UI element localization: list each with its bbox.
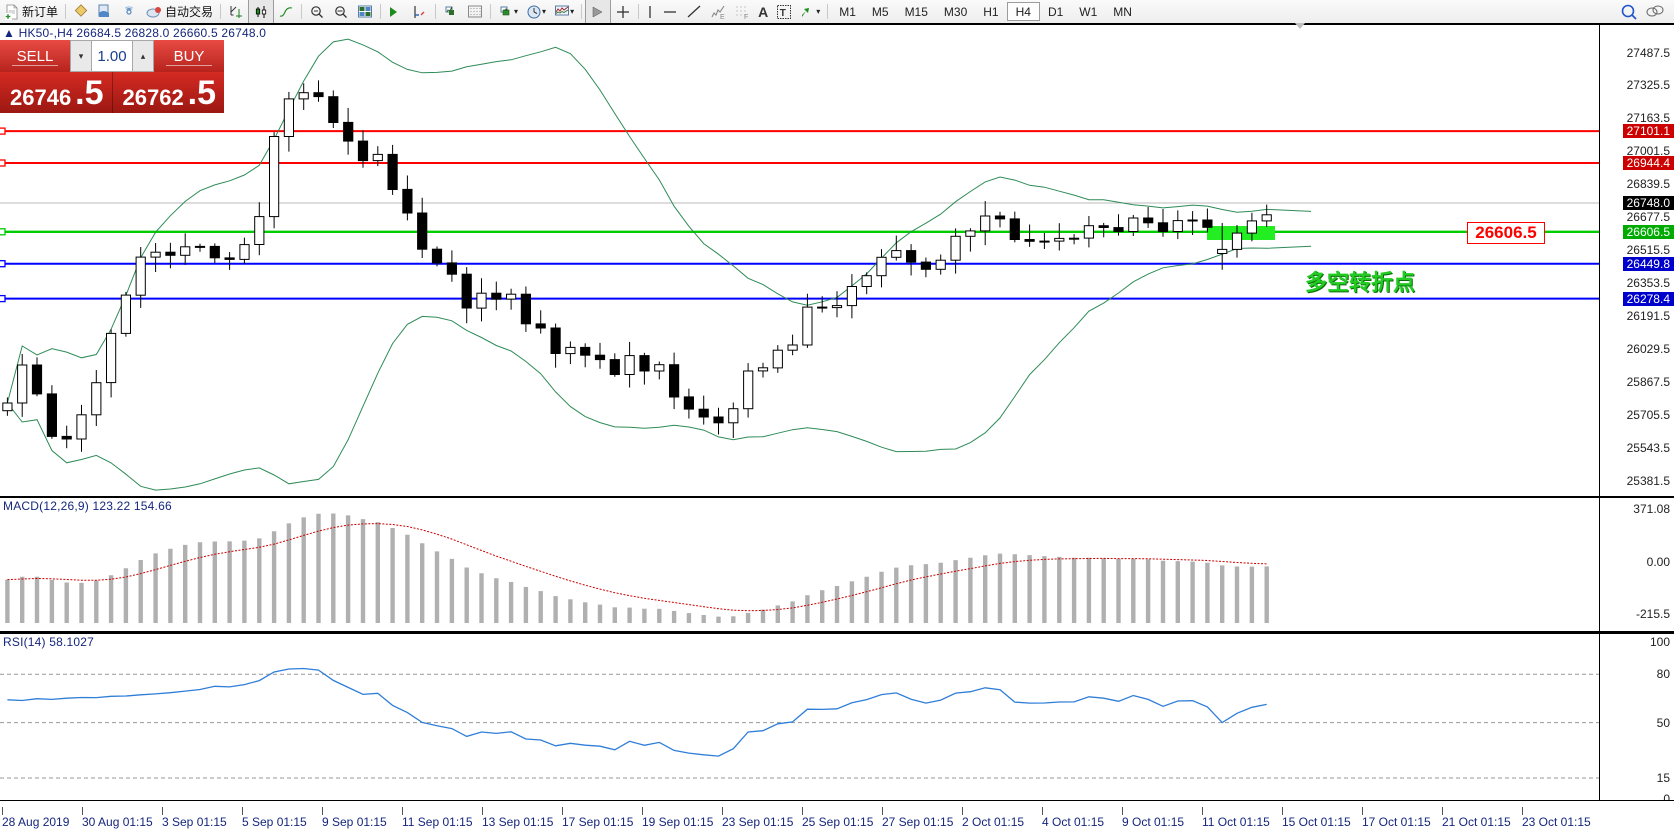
svg-text:T: T <box>780 8 786 19</box>
svg-text:F: F <box>744 14 748 20</box>
svg-text:E: E <box>720 14 725 20</box>
